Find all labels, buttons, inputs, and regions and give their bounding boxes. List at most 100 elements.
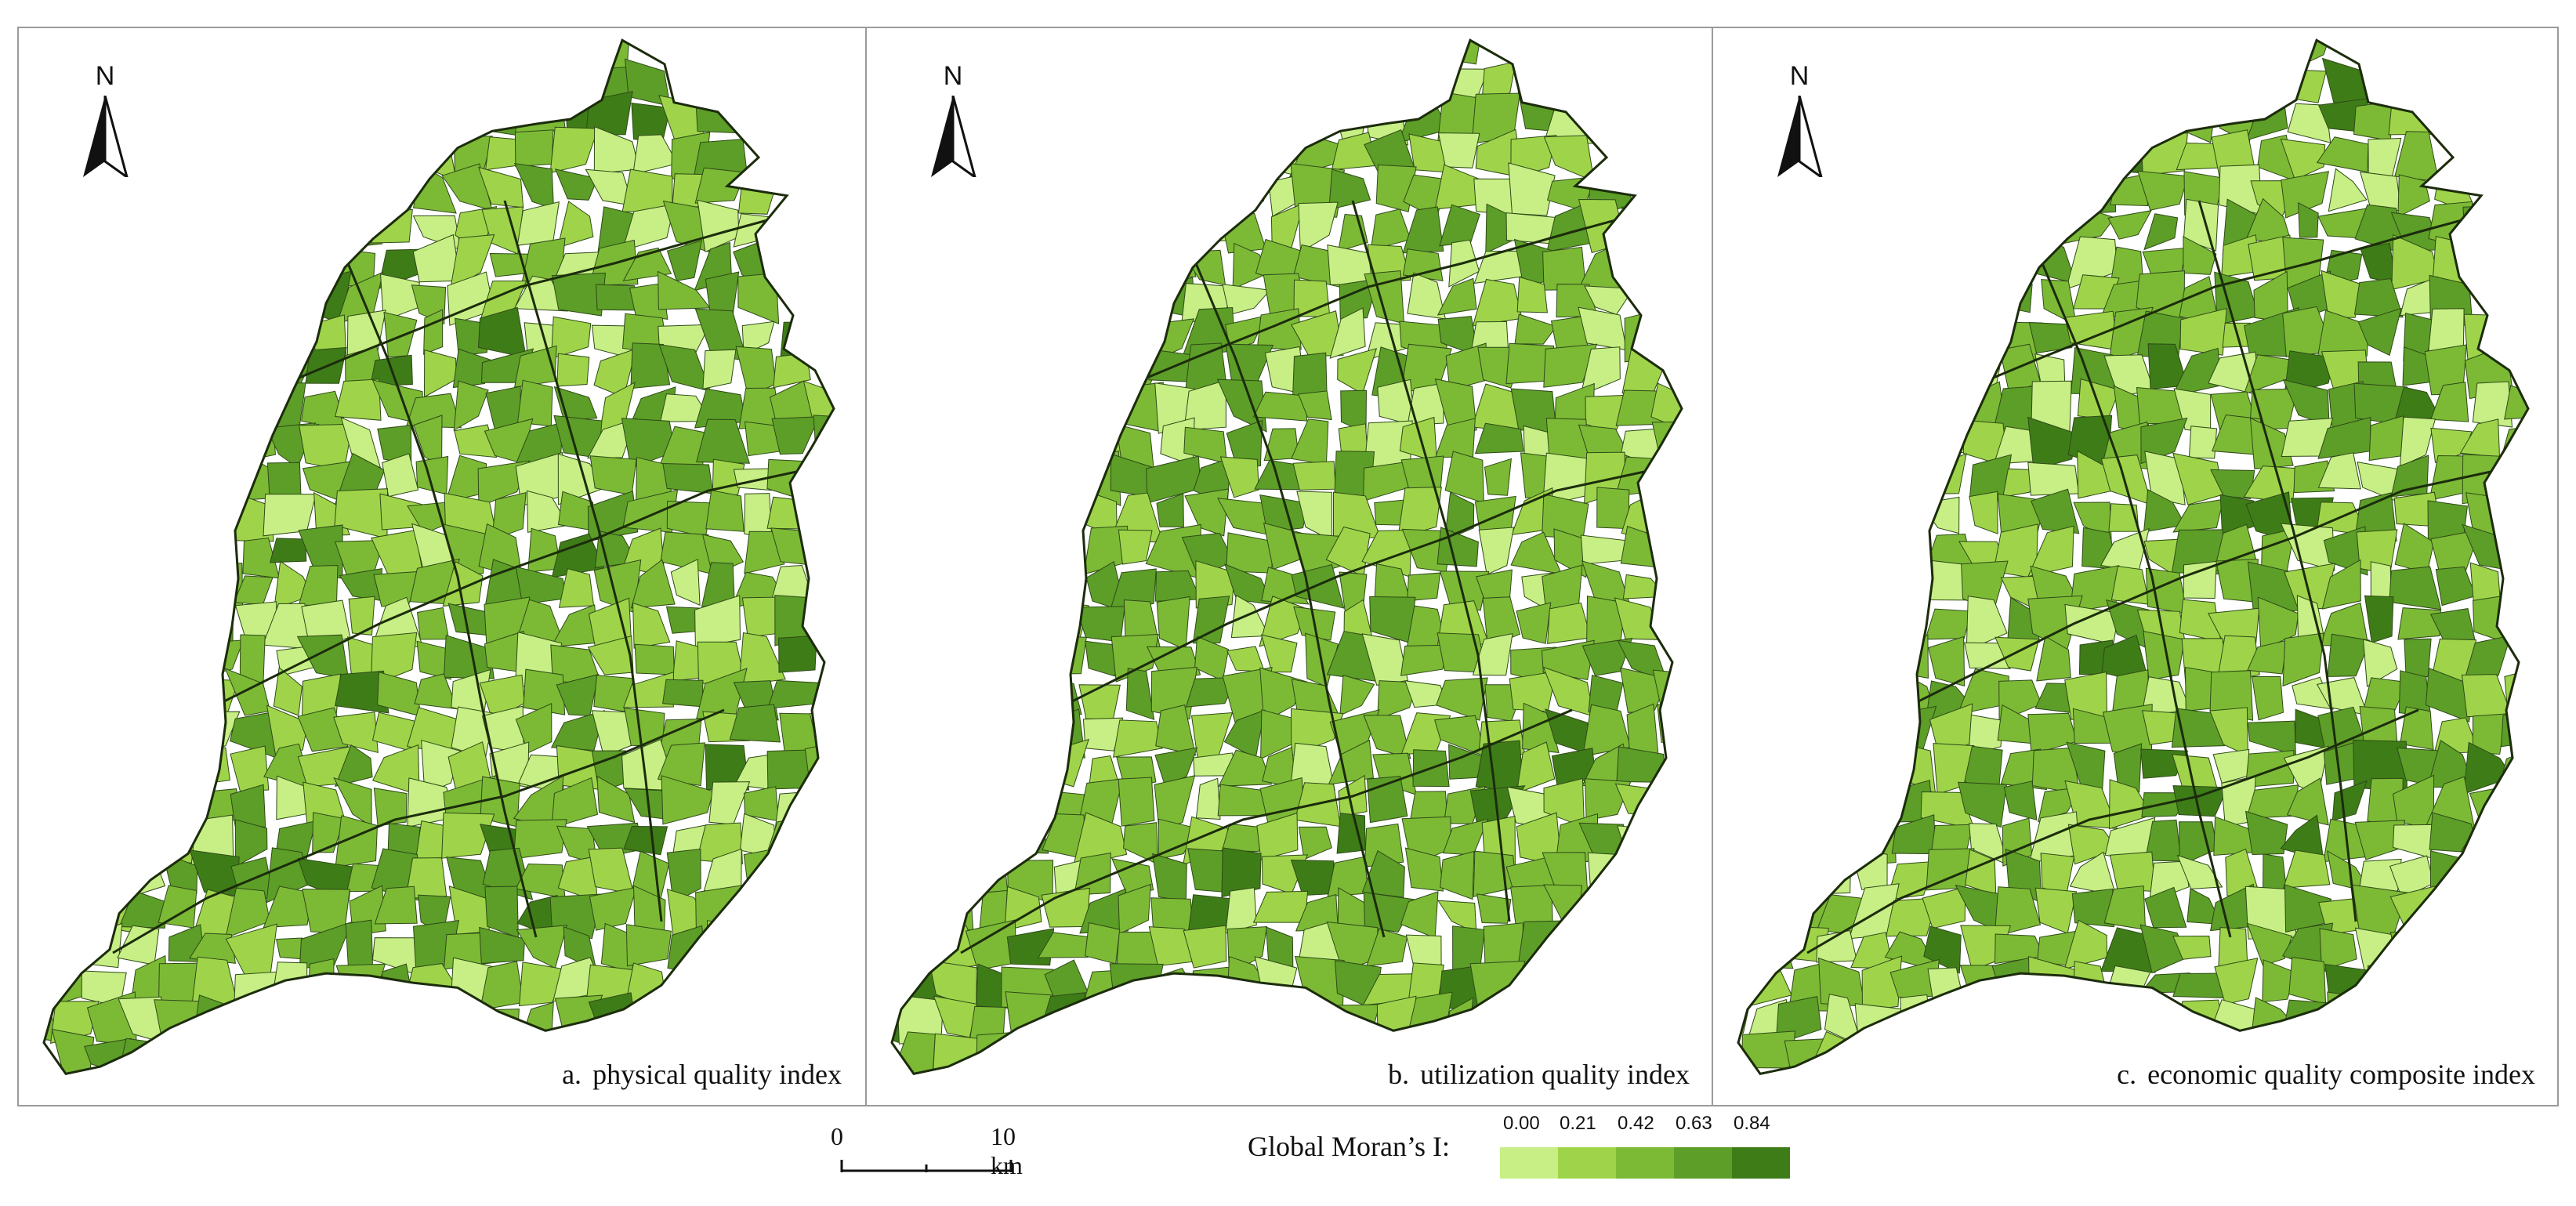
district-polygon xyxy=(1514,313,1557,345)
district-polygon xyxy=(2397,607,2441,640)
district-polygon xyxy=(1543,343,1598,388)
district-polygon xyxy=(2071,888,2115,928)
district-polygon xyxy=(1620,525,1665,569)
district-polygon xyxy=(1290,859,1335,896)
township-boundary xyxy=(2041,263,2232,938)
district-polygon xyxy=(2107,210,2152,240)
district-polygon xyxy=(2252,675,2284,721)
district-polygon xyxy=(587,491,639,542)
township-boundary xyxy=(1853,465,2513,735)
district-polygon xyxy=(738,632,786,686)
district-polygon xyxy=(1326,1004,1380,1036)
district-polygon xyxy=(2394,131,2440,183)
district-polygon xyxy=(1252,890,1309,923)
district-polygon xyxy=(2435,566,2476,607)
scale-bar-zero-label: 0 xyxy=(831,1122,843,1150)
district-polygon xyxy=(694,595,741,649)
district-polygon xyxy=(442,560,484,607)
district-polygon xyxy=(2027,462,2080,496)
district-polygon xyxy=(2144,886,2187,929)
district-polygon xyxy=(1516,741,1556,794)
district-polygon xyxy=(1402,206,1444,254)
district-polygon xyxy=(1553,927,1584,972)
district-polygon xyxy=(1039,675,1082,715)
district-polygon xyxy=(2286,777,2329,826)
district-polygon xyxy=(1154,775,1196,831)
district-polygon xyxy=(743,848,778,902)
district-polygon xyxy=(2321,57,2369,103)
district-polygon xyxy=(335,815,379,867)
district-polygon xyxy=(1968,714,2004,756)
district-polygon xyxy=(1043,635,1087,675)
district-polygon xyxy=(744,531,785,574)
district-polygon xyxy=(2364,595,2394,643)
district-polygon xyxy=(2469,787,2511,826)
district-polygon xyxy=(2327,633,2371,677)
district-polygon xyxy=(1085,922,1121,965)
district-polygon xyxy=(596,775,636,824)
district-polygon xyxy=(1617,825,1659,856)
district-polygon xyxy=(1252,391,1308,422)
district-polygon xyxy=(2113,743,2143,793)
district-polygon xyxy=(441,100,488,139)
district-polygon xyxy=(449,234,495,291)
district-polygon xyxy=(814,679,834,714)
township-boundary xyxy=(159,465,819,735)
district-polygon xyxy=(2399,416,2436,468)
district-polygon xyxy=(556,353,590,387)
district-polygon xyxy=(706,920,738,976)
district-polygon xyxy=(1154,747,1198,786)
district-polygon xyxy=(766,496,815,530)
north-label: N xyxy=(95,61,115,91)
panel-tag: c. xyxy=(2117,1059,2137,1090)
district-polygon xyxy=(1923,925,1962,974)
district-polygon xyxy=(2280,138,2326,181)
legend-title: Global Moran’s I: xyxy=(1248,1131,1450,1162)
district-polygon xyxy=(2462,635,2512,685)
district-polygon xyxy=(625,924,672,967)
district-polygon xyxy=(2462,205,2512,246)
district-polygon xyxy=(1298,826,1332,860)
district-polygon xyxy=(1040,562,1077,602)
district-polygon xyxy=(262,382,306,432)
panel-title: economic quality composite index xyxy=(2147,1059,2535,1090)
district-polygon xyxy=(1397,487,1442,538)
district-polygon xyxy=(1074,852,1111,896)
district-polygon xyxy=(2027,525,2074,578)
district-polygon xyxy=(335,378,382,421)
district-polygon xyxy=(1440,850,1475,900)
district-polygon xyxy=(1596,487,1630,530)
district-polygon xyxy=(661,775,714,825)
district-polygon xyxy=(1079,888,1129,934)
district-polygon xyxy=(2182,92,2218,143)
district-polygon xyxy=(1152,853,1187,902)
panel-title: physical quality index xyxy=(592,1059,842,1090)
district-polygon xyxy=(1192,596,1230,644)
district-polygon xyxy=(1110,633,1159,683)
district-polygon xyxy=(778,635,817,673)
district-polygon xyxy=(2331,780,2368,821)
district-polygon xyxy=(51,1028,95,1074)
district-polygon xyxy=(2367,962,2402,1009)
district-polygon xyxy=(1366,928,1408,967)
district-polygon xyxy=(2319,928,2357,971)
district-polygon xyxy=(666,240,703,281)
district-polygon xyxy=(697,199,740,253)
district-polygon xyxy=(2282,632,2324,687)
district-polygon xyxy=(2282,849,2331,889)
north-arrow: N xyxy=(922,61,984,179)
district-polygon xyxy=(2430,382,2469,422)
district-polygon xyxy=(406,393,462,429)
district-polygon xyxy=(1219,209,1266,254)
district-polygon xyxy=(1474,422,1524,455)
district-polygon xyxy=(1038,738,1089,788)
district-polygon xyxy=(2472,713,2506,755)
district-polygon xyxy=(1364,823,1404,867)
township-boundary xyxy=(1007,465,1667,735)
district-polygon xyxy=(1155,704,1197,756)
district-polygon xyxy=(2429,850,2477,896)
district-polygon xyxy=(932,1033,980,1074)
district-polygon xyxy=(2288,957,2327,1005)
district-polygon xyxy=(702,349,737,389)
district-polygon xyxy=(1622,574,1668,599)
